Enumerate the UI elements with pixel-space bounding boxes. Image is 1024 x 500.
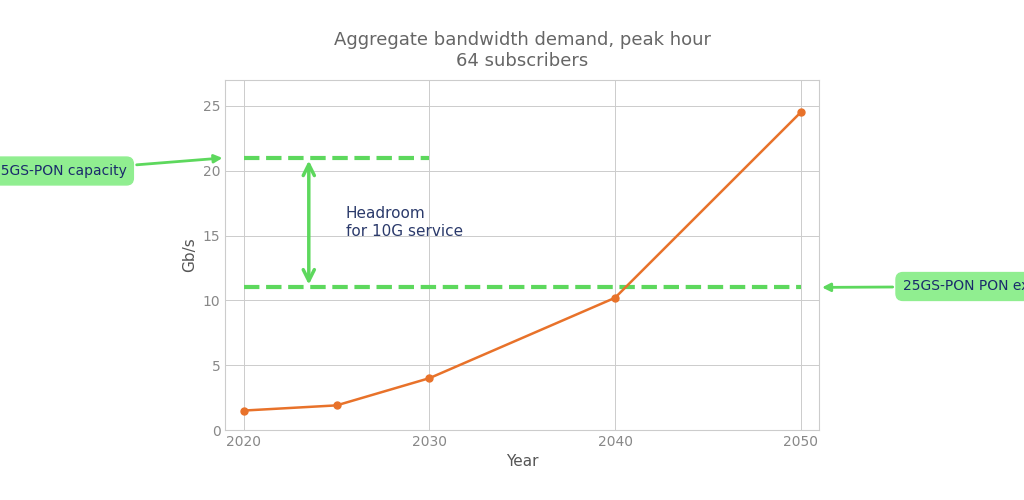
- Text: 25GS-PON PON exhaust: 25GS-PON PON exhaust: [825, 280, 1024, 293]
- Text: 25GS-PON capacity: 25GS-PON capacity: [0, 156, 219, 178]
- Text: Headroom
for 10G service: Headroom for 10G service: [346, 206, 463, 239]
- Y-axis label: Gb/s: Gb/s: [182, 238, 198, 272]
- X-axis label: Year: Year: [506, 454, 539, 469]
- Title: Aggregate bandwidth demand, peak hour
64 subscribers: Aggregate bandwidth demand, peak hour 64…: [334, 32, 711, 70]
